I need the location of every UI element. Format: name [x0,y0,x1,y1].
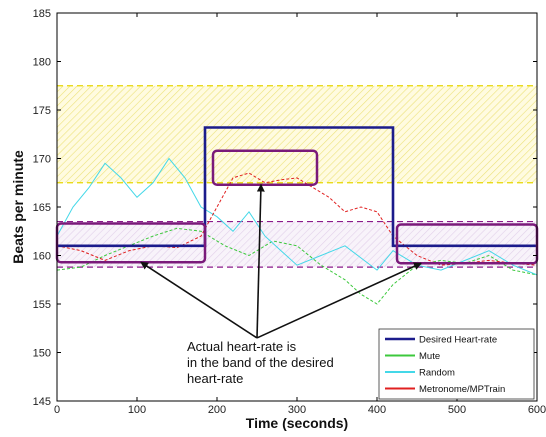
annotation-arrow-1 [256,183,265,338]
x-tick-label: 100 [128,404,146,416]
y-tick-label: 180 [33,57,51,69]
x-tick-label: 0 [54,404,60,416]
legend-label-3: Metronome/MPTrain [419,384,505,395]
band-fill-0 [57,85,537,183]
annotation-text: Actual heart-rate is in the band of the … [187,339,334,386]
x-tick-label: 600 [528,404,546,416]
series-lines [56,126,538,305]
x-axis-label: Time (seconds) [246,415,348,431]
legend-label-2: Random [419,368,455,379]
y-tick-label: 160 [33,251,51,263]
y-tick-label: 155 [33,299,51,311]
y-tick-label: 170 [33,154,51,166]
y-tick-label: 150 [33,348,51,360]
legend-label-1: Mute [419,351,440,362]
x-tick-label: 300 [288,404,306,416]
series-line-1 [56,227,538,305]
legend-label-0: Desired Heart-rate [419,335,497,346]
y-axis-label: Beats per minute [10,150,26,264]
highlight-box-1 [211,149,319,186]
series-line-0 [57,126,537,248]
x-tick-label: 400 [368,404,386,416]
series-line-2 [56,157,538,276]
annotation-line-2: in the band of the desired [187,355,334,370]
y-tick-label: 185 [33,8,51,20]
x-tick-label: 500 [448,404,466,416]
target-bands [57,85,537,268]
annotation-line-3: heart-rate [187,371,243,386]
axis-ticks: 0 100 200 300 400 500 600 145 150 155 160 165 170 175… [33,8,546,416]
annotation-arrow-2 [256,262,422,339]
y-tick-label: 165 [33,202,51,214]
band-fill-1 [57,221,537,268]
legend-box [378,328,535,400]
y-tick-label: 145 [33,396,51,408]
x-tick-label: 200 [208,404,226,416]
annotation-line-1: Actual heart-rate is [187,339,297,354]
y-tick-label: 175 [33,105,51,117]
annotation-arrows [140,183,422,339]
legend: Desired Heart-rate Mute Random Metronome/MP… [378,328,535,400]
annotation-arrow-0 [140,261,258,339]
